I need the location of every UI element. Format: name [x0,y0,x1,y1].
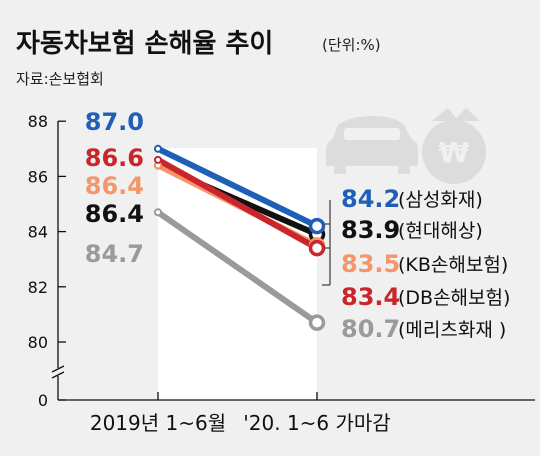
svg-text:₩: ₩ [439,136,470,169]
start-point [154,208,162,217]
legend-entry: (메리츠화재 ) [398,319,506,341]
y-tick-label: 80 [28,333,48,352]
legend-entry: (DB손해보험) [398,287,510,309]
end-value-label: 83.9 [341,216,400,244]
car-icon [326,116,418,174]
legend-entry: (현대해상) [398,220,483,242]
end-point [308,217,326,235]
x-tick-label: 2019년 1~6월 [90,411,226,435]
money-bag-icon: ₩ [422,108,486,184]
source-label: 자료:손보협회 [16,70,104,88]
end-point [308,239,326,257]
series-line-5 [155,209,320,326]
start-value-label: 86.4 [85,200,144,228]
y-axis [51,121,65,400]
legend-entry: (KB손해보험) [398,254,508,276]
start-value-label: 86.6 [85,144,144,172]
series-line-1 [155,145,320,230]
x-tick-label: '20. 1~6 가마감 [243,411,390,435]
y-tick-label: 88 [28,112,48,131]
start-point [154,144,162,153]
chart-title: 자동차보험 손해율 추이 [16,29,273,59]
label-leader-lines [322,200,331,286]
end-value-label: 84.2 [341,185,400,213]
y-tick-label: 86 [28,167,48,186]
series-line-4 [155,156,320,252]
end-value-label: 83.5 [341,250,400,278]
end-value-label: 83.4 [341,283,400,311]
start-value-label: 84.7 [85,240,144,268]
legend-entry: (삼성화재) [398,189,483,211]
end-point [308,314,326,331]
start-value-label: 86.4 [85,172,144,200]
y-tick-label: 84 [28,223,48,242]
end-value-label: 80.7 [341,315,400,343]
y-tick-label: 82 [28,278,48,297]
start-point [154,155,162,164]
y-tick-label: 0 [38,391,48,410]
start-value-label: 87.0 [85,108,144,136]
unit-label: (단위:%) [322,36,381,54]
